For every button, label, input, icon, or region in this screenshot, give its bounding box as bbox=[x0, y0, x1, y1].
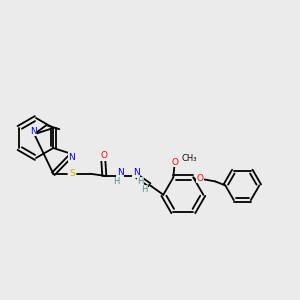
Text: O: O bbox=[197, 174, 204, 183]
Text: N: N bbox=[30, 127, 37, 136]
Text: H: H bbox=[137, 177, 143, 186]
Text: N: N bbox=[68, 153, 75, 162]
Text: H: H bbox=[113, 177, 119, 186]
Text: O: O bbox=[172, 158, 179, 167]
Text: CH₃: CH₃ bbox=[182, 154, 197, 163]
Text: N: N bbox=[133, 168, 140, 177]
Text: H: H bbox=[141, 185, 148, 194]
Text: O: O bbox=[101, 151, 108, 160]
Text: N: N bbox=[117, 168, 124, 177]
Text: S: S bbox=[69, 169, 75, 178]
